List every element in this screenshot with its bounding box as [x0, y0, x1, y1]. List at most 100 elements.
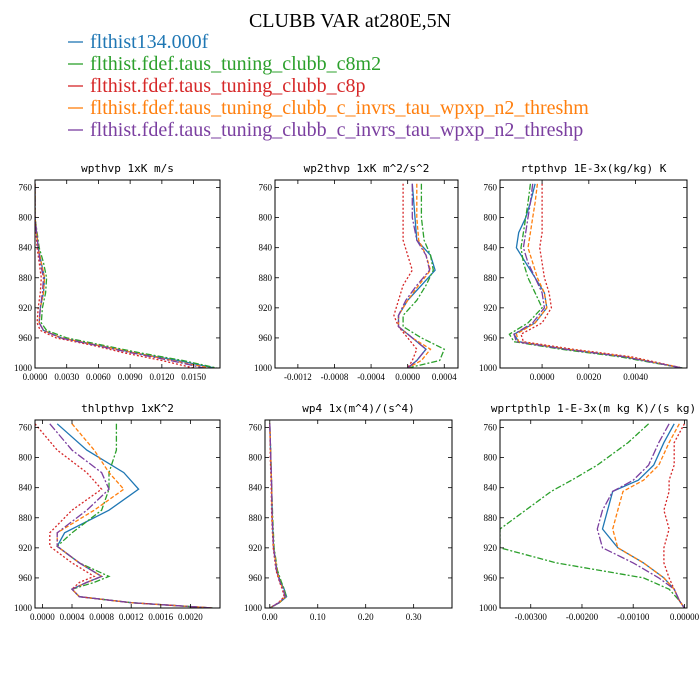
x-tick-label: 0.0020: [178, 612, 203, 622]
x-tick-label: 0.0004: [432, 372, 457, 382]
x-tick-label: 0.0004: [60, 612, 85, 622]
panels: wpthvp 1xK m/s76080084088092096010000.00…: [14, 162, 700, 622]
x-tick-label: 0.0090: [118, 372, 143, 382]
x-tick-label: -0.00300: [515, 612, 548, 622]
series-line: [393, 183, 418, 368]
x-tick-label: -0.0008: [321, 372, 349, 382]
legend: flthist134.000f flthist.fdef.taus_tuning_…: [68, 31, 589, 141]
plot-frame: [34, 419, 221, 609]
series-group: [500, 423, 685, 608]
series-line: [35, 423, 213, 608]
series-line: [513, 183, 683, 368]
series-line: [508, 183, 683, 368]
legend-entry: flthist.fdef.taus_tuning_clubb_c_invrs_t…: [90, 97, 589, 119]
panel-title: thlpthvp 1xK^2: [81, 402, 174, 415]
y-tick-label: 760: [484, 183, 498, 193]
series-line: [35, 183, 210, 368]
x-tick-label: -0.0004: [357, 372, 385, 382]
series-line: [56, 423, 213, 608]
y-tick-label: 960: [249, 573, 263, 583]
y-tick-label: 1000: [254, 363, 273, 373]
y-tick-label: 920: [484, 543, 498, 553]
legend-entry: flthist134.000f: [90, 31, 209, 53]
x-tick-label: 0.10: [310, 612, 326, 622]
series-line: [596, 423, 685, 608]
plot-frame: [499, 419, 688, 609]
x-tick-label: 0.0150: [181, 372, 206, 382]
y-tick-label: 760: [19, 423, 33, 433]
y-tick-label: 960: [19, 333, 33, 343]
x-tick-label: 0.0008: [89, 612, 114, 622]
series-group: [508, 183, 683, 368]
y-tick-label: 800: [19, 453, 33, 463]
series-line: [56, 423, 213, 608]
series-line: [269, 423, 287, 608]
y-tick-label: 920: [249, 543, 263, 553]
panel: wp2thvp 1xK m^2/s^2 760 800 840 880 920 960 100…: [254, 162, 459, 382]
y-tick-label: 800: [259, 213, 273, 223]
panel-title: rtpthvp 1E-3x(kg/kg) K: [521, 162, 667, 175]
y-tick-label: 880: [484, 513, 498, 523]
series-line: [35, 183, 217, 368]
y-tick-label: 880: [259, 273, 273, 283]
x-tick-label: 0.0000: [395, 372, 420, 382]
y-tick-label: 840: [19, 243, 33, 253]
y-tick-label: 960: [259, 333, 273, 343]
figure-title: CLUBB VAR at280E,5N: [249, 10, 451, 32]
legend-entry: flthist.fdef.taus_tuning_clubb_c8p: [90, 75, 366, 97]
y-tick-label: 960: [484, 573, 498, 583]
series-line: [269, 423, 286, 608]
x-tick-label: -0.0012: [284, 372, 312, 382]
series-line: [513, 183, 683, 368]
panel: rtpthvp 1E-3x(kg/kg) K 760 800 840 880 920 960…: [479, 162, 688, 382]
y-tick-label: 840: [484, 243, 498, 253]
y-tick-label: 760: [19, 183, 33, 193]
panel-title: wprtpthlp 1-E-3x(m kg K)/(s kg): [491, 402, 696, 415]
y-tick-label: 840: [484, 483, 498, 493]
plot-frame: [34, 179, 221, 369]
panel: thlpthvp 1xK^276080084088092096010000.00…: [14, 402, 221, 622]
series-line: [601, 423, 685, 608]
series-group: [269, 423, 288, 608]
plot-frame: [264, 419, 453, 609]
y-tick-label: 800: [19, 213, 33, 223]
y-tick-label: 920: [19, 543, 33, 553]
y-tick-label: 880: [249, 513, 263, 523]
panel: wprtpthlp 1-E-3x(m kg K)/(s kg) 760 800 840…: [479, 402, 700, 622]
x-tick-label: 0.20: [358, 612, 374, 622]
y-tick-label: 960: [484, 333, 498, 343]
y-tick-label: 840: [259, 243, 273, 253]
x-tick-label: 0.0120: [149, 372, 174, 382]
series-group: [35, 423, 213, 608]
panel: wp4 1x(m^4)/(s^4)76080084088092096010000…: [244, 402, 453, 622]
y-tick-label: 1000: [479, 603, 498, 613]
series-line: [35, 183, 194, 368]
series-line: [515, 183, 683, 368]
x-tick-label: 0.00: [262, 612, 278, 622]
x-tick-label: 0.0020: [576, 372, 601, 382]
x-tick-label: 0.0030: [54, 372, 79, 382]
y-tick-label: 960: [19, 573, 33, 583]
y-tick-label: 840: [19, 483, 33, 493]
x-tick-label: 0.30: [406, 612, 422, 622]
y-tick-label: 920: [259, 303, 273, 313]
x-tick-label: 0.0000: [530, 372, 555, 382]
y-tick-label: 880: [19, 273, 33, 283]
x-tick-label: -0.00200: [566, 612, 599, 622]
y-tick-label: 760: [259, 183, 273, 193]
legend-entry: flthist.fdef.taus_tuning_clubb_c_invrs_t…: [90, 119, 583, 141]
y-tick-label: 880: [484, 273, 498, 283]
y-tick-label: 1000: [479, 363, 498, 373]
x-tick-label: 0.0012: [119, 612, 144, 622]
x-tick-label: 0.0000: [23, 372, 48, 382]
x-tick-label: 0.0000: [30, 612, 55, 622]
y-tick-label: 800: [484, 213, 498, 223]
series-line: [56, 423, 213, 608]
y-tick-label: 840: [249, 483, 263, 493]
x-tick-label: 0.00000: [670, 612, 700, 622]
panel-title: wp2thvp 1xK m^2/s^2: [304, 162, 430, 175]
y-tick-label: 760: [249, 423, 263, 433]
y-tick-label: 920: [484, 303, 498, 313]
series-line: [402, 183, 446, 368]
